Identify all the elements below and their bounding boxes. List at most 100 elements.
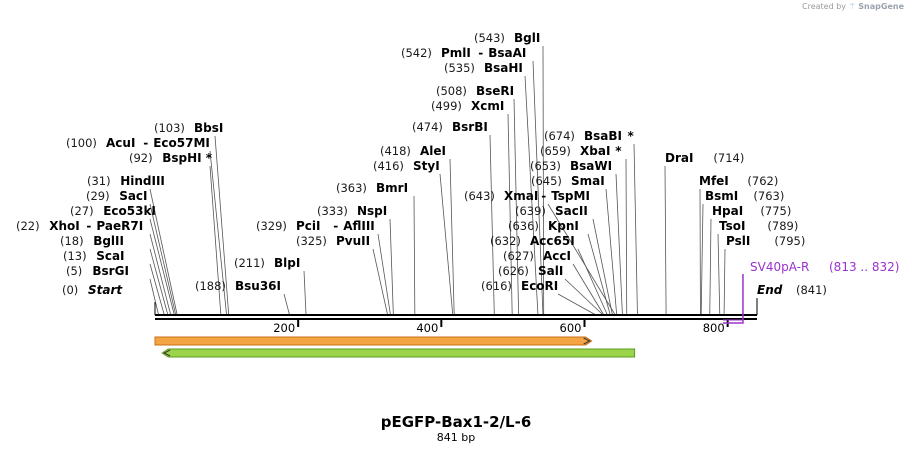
site-name[interactable]: TsoI: [719, 219, 745, 233]
site-bsmi[interactable]: BsmI (763): [705, 189, 784, 203]
site-name[interactable]: BglI: [514, 31, 540, 45]
site-name[interactable]: BsrBI: [452, 120, 488, 134]
site-drai[interactable]: DraI (714): [665, 151, 744, 165]
site-xmai[interactable]: (643) XmaI - TspMI: [464, 189, 590, 203]
site-xbai[interactable]: (659) XbaI *: [540, 144, 622, 158]
site-acc65i[interactable]: (632) Acc65I: [490, 234, 575, 248]
site-bgli[interactable]: (543) BglI: [474, 31, 540, 45]
site-name[interactable]: HindIII: [120, 174, 165, 188]
site-name[interactable]: BglII: [93, 234, 124, 248]
site-name[interactable]: MfeI: [699, 174, 729, 188]
site-name[interactable]: NspI: [357, 204, 387, 218]
site-name[interactable]: BspHI: [162, 151, 201, 165]
site-bbsi[interactable]: (103) BbsI: [154, 121, 223, 135]
end-label[interactable]: End: [757, 283, 783, 297]
site-sacii[interactable]: (639) SacII: [515, 204, 588, 218]
site-name[interactable]: PciI: [296, 219, 321, 233]
site-mfei[interactable]: MfeI (762): [699, 174, 778, 188]
site-name[interactable]: AleI: [420, 144, 446, 158]
site-name[interactable]: KpnI: [548, 219, 579, 233]
site-name[interactable]: BlpI: [274, 256, 300, 270]
site-smai[interactable]: (645) SmaI: [531, 174, 605, 188]
site-bsu36i[interactable]: (188) Bsu36I: [195, 279, 281, 293]
site-separator: -: [333, 219, 338, 233]
site-name[interactable]: PslI: [726, 234, 750, 248]
site-blpi[interactable]: (211) BlpI: [234, 256, 300, 270]
site-name-2[interactable]: BsaAI: [488, 46, 526, 60]
site-name[interactable]: BsrGI: [92, 264, 129, 278]
site-name[interactable]: BsaHI: [484, 61, 523, 75]
site-name[interactable]: AccI: [543, 249, 571, 263]
site-hpai[interactable]: HpaI (775): [712, 204, 791, 218]
site-nspi[interactable]: (333) NspI: [317, 204, 387, 218]
site-name-2[interactable]: AflIII: [343, 219, 375, 233]
site-name[interactable]: AcuI: [106, 136, 135, 150]
site-acci[interactable]: (627) AccI: [503, 249, 571, 263]
site-bmri[interactable]: (363) BmrI: [336, 181, 408, 195]
site-name[interactable]: Acc65I: [530, 234, 575, 248]
site-bsphi[interactable]: (92) BspHI *: [129, 151, 213, 165]
site-xhoi[interactable]: (22) XhoI - PaeR7I: [16, 219, 143, 233]
site-name[interactable]: Eco53kI: [103, 204, 156, 218]
site-name[interactable]: SalI: [538, 264, 563, 278]
start-label[interactable]: Start: [88, 283, 123, 297]
site-name[interactable]: SacII: [555, 204, 588, 218]
site-name[interactable]: XhoI: [49, 219, 80, 233]
site-xcmi[interactable]: (499) XcmI: [431, 99, 504, 113]
site-name[interactable]: HpaI: [712, 204, 743, 218]
site-name[interactable]: XcmI: [471, 99, 504, 113]
site-ecori[interactable]: (616) EcoRI: [481, 279, 558, 293]
site-name[interactable]: BsaBI: [584, 129, 622, 143]
site-name-2[interactable]: TspMI: [551, 189, 590, 203]
site-alei[interactable]: (418) AleI: [380, 144, 446, 158]
site-pcii[interactable]: (329) PciI - AflIII: [256, 219, 375, 233]
leader-drai: [664, 165, 667, 316]
site-name[interactable]: BsmI: [705, 189, 738, 203]
site-bsahi[interactable]: (535) BsaHI: [444, 61, 523, 75]
site-bglii[interactable]: (18) BglII: [60, 234, 124, 248]
site-position: (22): [16, 219, 40, 233]
site-name[interactable]: BmrI: [376, 181, 408, 195]
site-tsoi[interactable]: TsoI (789): [719, 219, 798, 233]
site-position: (795): [774, 234, 805, 248]
site-name[interactable]: Bsu36I: [235, 279, 281, 293]
map-length: 841 bp: [437, 431, 475, 444]
orange-forward-arrow[interactable]: [154, 336, 593, 346]
site-styi[interactable]: (416) StyI: [373, 159, 440, 173]
site-eco53ki[interactable]: (27) Eco53kI: [70, 204, 156, 218]
site-name[interactable]: PvuII: [336, 234, 370, 248]
site-hindiii[interactable]: (31) HindIII: [87, 174, 165, 188]
site-saci[interactable]: (29) SacI: [86, 189, 148, 203]
leader-acc65i: [577, 248, 608, 316]
site-pvuii[interactable]: (325) PvuII: [296, 234, 370, 248]
site-name[interactable]: BbsI: [194, 121, 223, 135]
site-bseri[interactable]: (508) BseRI: [436, 84, 514, 98]
site-name[interactable]: PmlI: [441, 46, 471, 60]
site-name[interactable]: SmaI: [571, 174, 605, 188]
site-name[interactable]: ScaI: [96, 249, 124, 263]
site-kpni[interactable]: (636) KpnI: [508, 219, 579, 233]
site-name[interactable]: SacI: [119, 189, 147, 203]
site-scai[interactable]: (13) ScaI: [63, 249, 125, 263]
site-bsrgi[interactable]: (5) BsrGI: [66, 264, 129, 278]
site-name[interactable]: EcoRI: [521, 279, 558, 293]
site-bsrbi[interactable]: (474) BsrBI: [412, 120, 488, 134]
site-name[interactable]: BseRI: [476, 84, 514, 98]
site-name[interactable]: DraI: [665, 151, 693, 165]
tick-label-200: 200: [273, 321, 295, 335]
site-name[interactable]: BsaWI: [570, 159, 612, 173]
site-name[interactable]: XmaI: [504, 189, 538, 203]
site-sali[interactable]: (626) SalI: [498, 264, 563, 278]
site-name[interactable]: StyI: [413, 159, 440, 173]
site-name-2[interactable]: PaeR7I: [96, 219, 143, 233]
site-psli[interactable]: PslI (795): [726, 234, 805, 248]
site-pmli[interactable]: (542) PmlI - BsaAI: [401, 46, 526, 60]
site-name[interactable]: XbaI: [580, 144, 610, 158]
green-reverse-arrow[interactable]: [161, 348, 636, 358]
site-position: (499): [431, 99, 462, 113]
site-name-2[interactable]: Eco57MI: [153, 136, 210, 150]
site-bsabi[interactable]: (674) BsaBI *: [544, 129, 635, 143]
sv40pa-r-label[interactable]: SV40pA-R: [750, 260, 809, 274]
site-acui[interactable]: (100) AcuI - Eco57MI: [66, 136, 210, 150]
site-bsawi[interactable]: (653) BsaWI: [530, 159, 612, 173]
